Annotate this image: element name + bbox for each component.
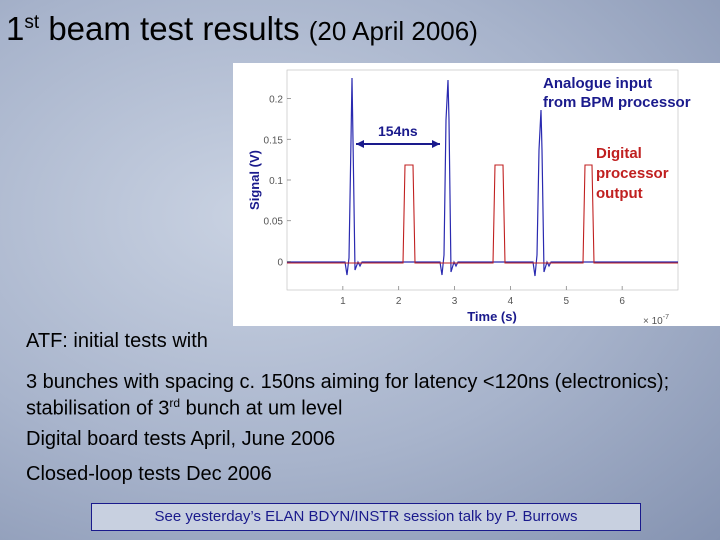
bullet-text: 3 bunches with spacing c. 150ns aiming f… [26, 371, 670, 420]
y-tick-label: 0.1 [269, 176, 283, 187]
bullet: ATF: initial tests with [26, 330, 208, 352]
title-number: 1 [6, 10, 25, 47]
title-suffix: st [24, 12, 40, 33]
y-tick-label: 0.05 [264, 217, 284, 228]
x-tick-label: 6 [619, 296, 625, 307]
title-text: beam test results [48, 10, 300, 47]
y-tick-label: 0.2 [269, 95, 283, 106]
title-date: (20 April 2006) [308, 16, 478, 46]
analogue-trace [287, 77, 678, 277]
x-tick-label: 4 [508, 296, 514, 307]
digital-label: Digital [596, 145, 642, 162]
digital-label: processor [596, 165, 669, 182]
x-multiplier-exponent: -7 [663, 314, 669, 321]
y-axis-label: Signal (V) [247, 150, 262, 210]
y-tick-label: 0.15 [264, 135, 284, 146]
interval-label: 154ns [378, 123, 418, 139]
analogue-label: from BPM processor [543, 94, 691, 111]
footer-note: See yesterday’s ELAN BDYN/INSTR session … [91, 503, 641, 531]
x-tick-label: 3 [452, 296, 458, 307]
bullet: Digital board tests April, June 2006 [26, 428, 336, 450]
bullet-tail: bunch at um level [185, 397, 343, 420]
digital-label: output [596, 185, 643, 202]
x-axis-label: Time (s) [467, 309, 517, 324]
figure-background [233, 63, 720, 326]
y-tick-label: 0 [277, 257, 283, 268]
x-tick-label: 1 [340, 296, 346, 307]
analogue-label: Analogue input [543, 75, 652, 92]
x-multiplier-base: × 10 [643, 316, 663, 327]
bullet: 3 bunches with spacing c. 150ns aiming f… [26, 372, 706, 420]
digital-trace [287, 164, 678, 264]
bullet: Closed-loop tests Dec 2006 [26, 463, 272, 485]
bullet-sup: rd [169, 396, 181, 410]
x-tick-label: 5 [564, 296, 570, 307]
x-tick-label: 2 [396, 296, 402, 307]
slide-title: 1st beam test results (20 April 2006) [6, 10, 478, 48]
x-multiplier: × 10-7 [643, 314, 669, 327]
